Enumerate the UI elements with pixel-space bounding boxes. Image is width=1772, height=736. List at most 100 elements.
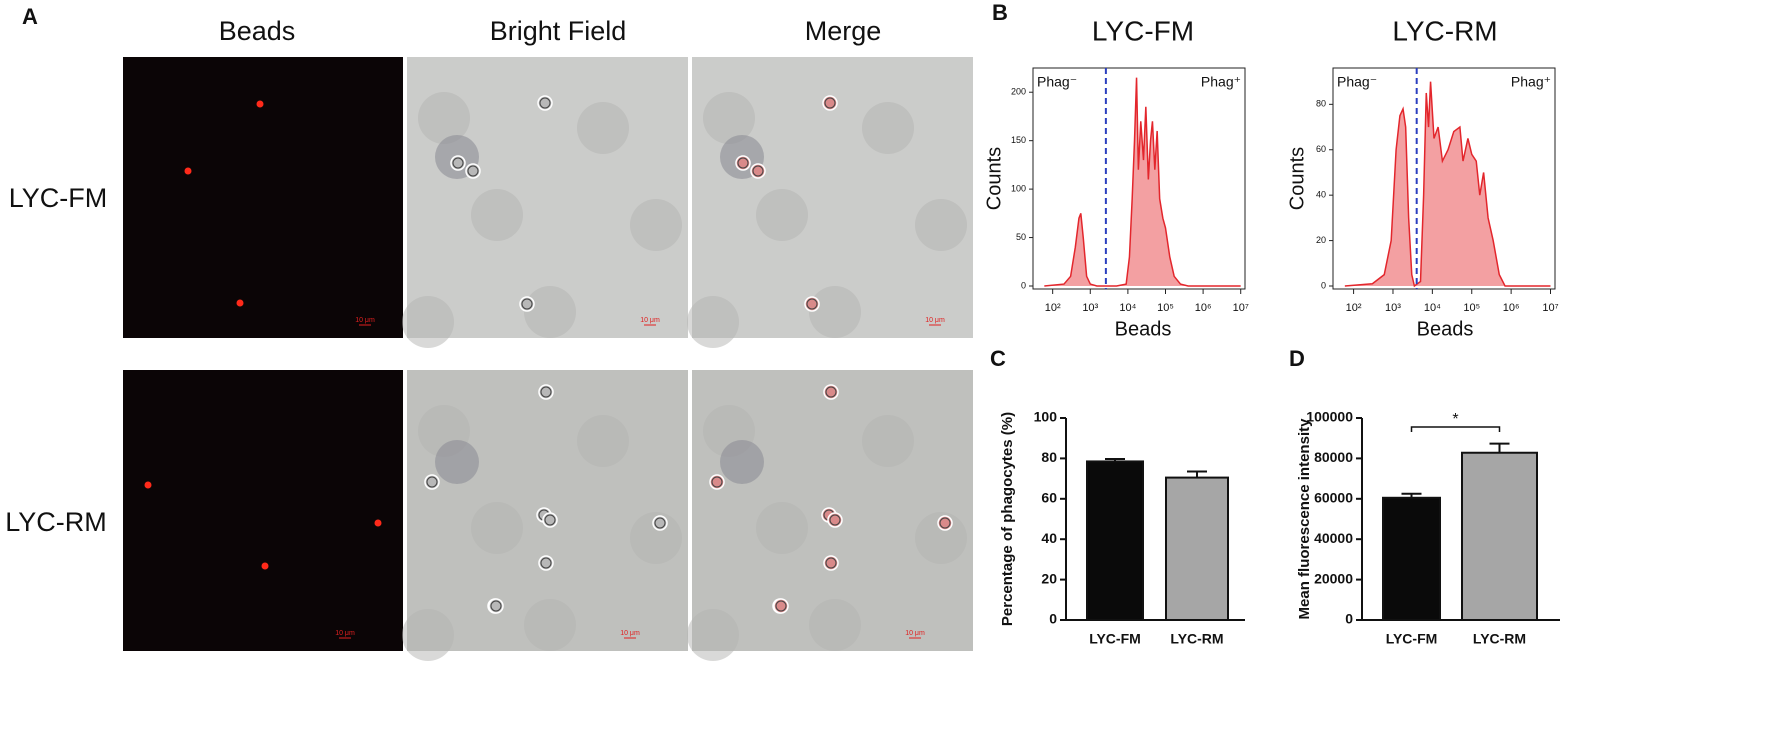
micrograph [123, 370, 403, 651]
y-tick-label: 60 [1316, 144, 1326, 154]
y-tick-label: 150 [1011, 135, 1026, 145]
cell-edge [825, 386, 837, 398]
x-tick-label: LYC-FM [1089, 631, 1141, 647]
y-tick-label: 40 [1316, 190, 1326, 200]
y-axis-title: Mean fluorescence intensity [1296, 418, 1313, 620]
background-blob [756, 189, 808, 241]
bead [184, 167, 192, 175]
background-blob [630, 199, 682, 251]
x-axis-title: Beads [1115, 318, 1172, 340]
histogram-line [1344, 81, 1551, 288]
background-blob [809, 599, 861, 651]
cell-edge [540, 557, 552, 569]
cell-edge [540, 386, 552, 398]
cell-edge [521, 298, 533, 310]
y-tick-label: 20000 [1314, 570, 1353, 586]
gate-label: Phag⁺ [1201, 74, 1241, 90]
area-fill [1044, 77, 1241, 286]
cell-edge [806, 298, 818, 310]
x-tick-label: 10³ [1385, 302, 1401, 314]
background-blob [577, 102, 629, 154]
cell-edge [539, 97, 551, 109]
x-tick-label: 10⁶ [1195, 302, 1212, 314]
x-tick-label: LYC-RM [1473, 631, 1526, 647]
x-tick-label: 10⁷ [1542, 302, 1558, 314]
bar [1165, 476, 1229, 621]
histogram-line [1044, 77, 1241, 287]
scale-bar-label: 10 μm [355, 317, 375, 324]
gate-label: Phag⁻ [1037, 74, 1077, 90]
bead [144, 481, 152, 489]
significance-label: * [1452, 411, 1458, 428]
x-tick-label: 10⁷ [1233, 302, 1249, 314]
area-fill [1344, 81, 1551, 286]
background-blob [402, 296, 454, 348]
y-axis-title: Percentage of phagocytes (%) [999, 412, 1016, 626]
scale-bar-label: 10 μm [905, 630, 925, 637]
y-tick-label: 80000 [1314, 449, 1353, 465]
x-tick-label: 10⁴ [1424, 302, 1441, 314]
y-tick-label: 40000 [1314, 530, 1353, 546]
y-tick-label: 20 [1041, 570, 1057, 586]
cell-edge [825, 557, 837, 569]
y-axis-title: Counts [1286, 147, 1308, 210]
background-blob [687, 609, 739, 661]
y-axis-title: Counts [983, 147, 1005, 210]
column-header: Merge [805, 16, 882, 46]
bead [236, 299, 244, 307]
y-tick-label: 60000 [1314, 490, 1353, 506]
cell-edge [775, 600, 787, 612]
chart-title: LYC-RM [1392, 15, 1497, 46]
y-tick-label: 0 [1345, 611, 1353, 627]
bar [1461, 451, 1538, 621]
cell-edge [544, 514, 556, 526]
background-blob [756, 502, 808, 554]
cell-edge [467, 165, 479, 177]
y-tick-label: 100 [1034, 409, 1058, 425]
y-tick-label: 20 [1316, 235, 1326, 245]
x-tick-label: 10² [1346, 302, 1362, 314]
column-header: Beads [219, 16, 296, 46]
y-tick-label: 0 [1021, 280, 1026, 290]
x-tick-label: 10⁵ [1463, 302, 1480, 314]
background-blob [471, 189, 523, 241]
x-tick-label: 10⁵ [1157, 302, 1174, 314]
background-blob [703, 92, 755, 144]
x-tick-label: LYC-RM [1170, 631, 1223, 647]
y-tick-label: 100 [1011, 183, 1026, 193]
y-tick-label: 80 [1316, 99, 1326, 109]
background-blob [630, 512, 682, 564]
scale-bar-label: 10 μm [335, 630, 355, 637]
background-blob [809, 286, 861, 338]
background-blob [577, 415, 629, 467]
panel-label: A [22, 4, 38, 29]
background-blob [687, 296, 739, 348]
background-blob [915, 199, 967, 251]
plot-frame [1332, 67, 1556, 290]
background-blob [418, 92, 470, 144]
x-tick-label: 10⁶ [1503, 302, 1520, 314]
background-blob [471, 502, 523, 554]
y-tick-label: 40 [1041, 530, 1057, 546]
scale-bar-label: 10 μm [640, 317, 660, 324]
background-blob [862, 415, 914, 467]
y-tick-label: 200 [1011, 87, 1026, 97]
panel-label: B [992, 0, 1008, 25]
y-tick-label: 100000 [1306, 409, 1353, 425]
micrograph [123, 57, 403, 338]
dark-spot [435, 440, 479, 484]
background-blob [862, 102, 914, 154]
chart-title: LYC-FM [1092, 15, 1194, 46]
cell-edge [452, 157, 464, 169]
scale-bar-label: 10 μm [620, 630, 640, 637]
x-axis-title: Beads [1417, 318, 1474, 340]
row-label: LYC-FM [9, 183, 108, 213]
bead [261, 562, 269, 570]
cell-edge [829, 514, 841, 526]
background-blob [524, 599, 576, 651]
gate-label: Phag⁺ [1511, 74, 1551, 90]
gate-label: Phag⁻ [1337, 74, 1377, 90]
bar [1382, 496, 1441, 622]
cell-edge [490, 600, 502, 612]
